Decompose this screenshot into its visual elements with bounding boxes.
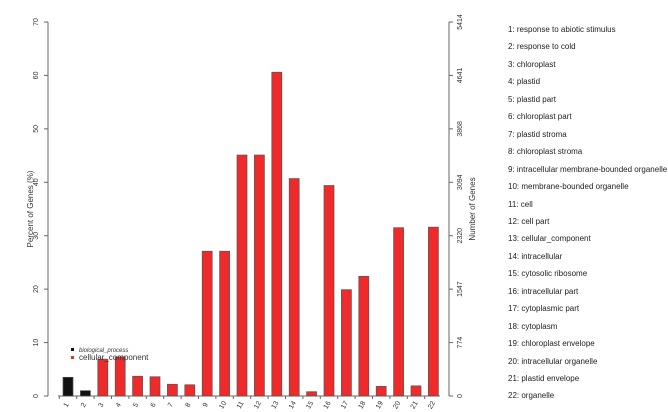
bar-14 — [288, 178, 300, 397]
legend-swatch — [71, 356, 74, 359]
bar-4 — [114, 356, 126, 397]
x-tick-label: 6 — [150, 402, 158, 409]
bar-19 — [375, 386, 387, 397]
y2-tick-label: 3094 — [457, 174, 464, 190]
bar-12 — [254, 154, 265, 397]
category-description: 2: response to cold — [508, 42, 576, 52]
category-description: 9: intracellular membrane-bounded organe… — [508, 164, 668, 174]
x-tick-label: 5 — [132, 402, 140, 409]
category-description: 18: cytoplasm — [508, 321, 558, 331]
y-tick-label: 60 — [33, 71, 40, 79]
bar-8 — [184, 384, 196, 397]
category-description: 6: chloroplast part — [508, 112, 572, 122]
category-description: 11: cell — [508, 199, 533, 209]
x-tick-label: 14 — [288, 400, 298, 410]
category-description: 8: chloroplast stroma — [508, 147, 583, 157]
category-description: 10: membrane-bounded organelle — [508, 182, 629, 192]
bar-9 — [201, 250, 213, 397]
bar-6 — [149, 376, 161, 397]
y-tick-label: 10 — [33, 339, 40, 347]
x-tick-label: 7 — [167, 402, 175, 409]
category-description: 7: plastid stroma — [508, 129, 567, 139]
category-description: 21: plastid envelope — [508, 374, 580, 383]
bar-20 — [393, 227, 404, 397]
x-tick-label: 22 — [427, 400, 437, 410]
bar-1 — [62, 376, 74, 397]
x-tick-label: 2 — [80, 402, 88, 409]
category-description: 5: plastid part — [508, 94, 557, 104]
category-description: 20: intracellular organelle — [508, 356, 598, 366]
bar-2 — [80, 390, 91, 397]
x-tick-label: 18 — [358, 400, 368, 410]
x-tick-label: 12 — [253, 400, 263, 410]
x-tick-label: 1 — [63, 402, 71, 409]
legend-swatch — [71, 348, 74, 351]
y-tick-label: 70 — [33, 18, 40, 26]
x-tick-label: 8 — [184, 402, 192, 409]
x-tick-label: 10 — [218, 400, 228, 410]
x-tick-label: 20 — [392, 400, 402, 410]
category-description: 4: plastid — [508, 77, 541, 87]
y-tick-label: 20 — [33, 285, 40, 293]
category-description: 22: organelle — [508, 391, 555, 401]
bar-17 — [341, 289, 352, 397]
y2-tick-label: 1547 — [457, 281, 464, 297]
legend-label: cellular_component — [79, 353, 149, 362]
category-description: 3: chloroplast — [508, 59, 556, 69]
y2-tick-label: 3868 — [457, 121, 464, 137]
y2-tick-label: 5414 — [457, 14, 464, 30]
y2-tick-label: 0 — [457, 394, 464, 398]
y2-axis-label: Number of Genes — [468, 177, 477, 240]
bar-15 — [306, 391, 317, 397]
y-tick-label: 40 — [33, 178, 40, 186]
bar-22 — [428, 226, 439, 397]
legend-label: biological_process — [79, 348, 128, 354]
x-tick-label: 16 — [323, 400, 333, 410]
bar-3 — [97, 358, 109, 397]
x-tick-label: 13 — [271, 400, 281, 410]
bar-10 — [219, 250, 230, 397]
bar-5 — [132, 375, 143, 397]
x-tick-label: 11 — [236, 400, 246, 410]
category-description: 13: cellular_component — [508, 234, 591, 244]
category-description: 1: response to abiotic stimulus — [508, 25, 616, 34]
y2-tick-label: 2320 — [457, 228, 464, 244]
y2-tick-label: 4641 — [457, 68, 464, 84]
x-tick-label: 3 — [97, 402, 105, 409]
x-tick-label: 21 — [410, 400, 420, 410]
category-description: 17: cytoplasmic part — [508, 304, 580, 314]
category-description: 19: chloroplast envelope — [508, 339, 595, 349]
x-tick-label: 19 — [375, 400, 385, 410]
category-description: 12: cell part — [508, 216, 550, 226]
x-tick-label: 17 — [340, 400, 350, 410]
category-description: 15: cytosolic ribosome — [508, 269, 588, 279]
bar-21 — [410, 385, 422, 397]
bar-18 — [358, 275, 370, 397]
category-description: 14: intracellular — [508, 251, 563, 261]
bar-7 — [167, 383, 178, 397]
y2-tick-label: 774 — [457, 337, 464, 349]
y-tick-label: 50 — [33, 125, 40, 133]
bar-16 — [323, 185, 335, 397]
y-tick-label: 0 — [33, 394, 40, 398]
x-tick-label: 15 — [305, 400, 315, 410]
y-tick-label: 30 — [33, 232, 40, 240]
x-tick-label: 4 — [115, 402, 123, 409]
bar-13 — [271, 71, 283, 397]
y-axis-label: Percent of Genes (%) — [26, 170, 35, 247]
x-tick-label: 9 — [202, 402, 210, 409]
category-description: 16: intracellular part — [508, 286, 579, 296]
bar-11 — [236, 154, 248, 397]
